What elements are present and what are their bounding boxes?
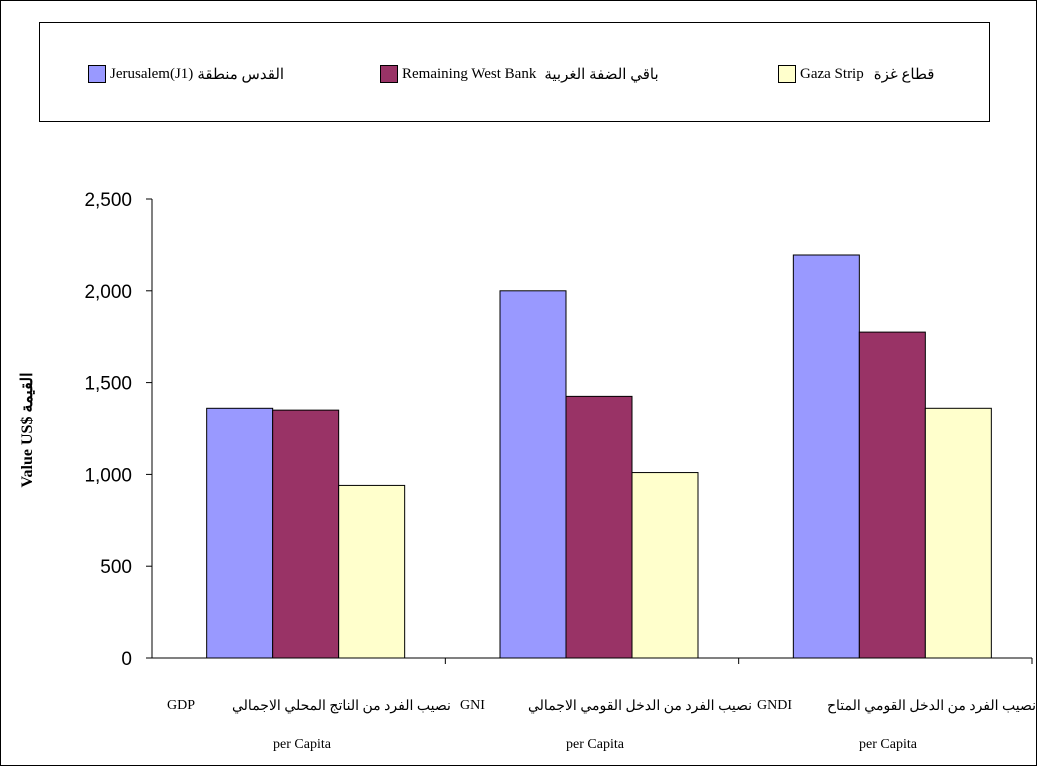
legend-label-west-bank-en: Remaining West Bank	[402, 65, 537, 82]
bar-gndi-series-2	[924, 407, 992, 659]
category-arabic-gndi: نصيب الفرد من الدخل القومي المتاح	[827, 699, 1037, 714]
legend-item-jerusalem: Jerusalem(J1) القدس منطقة	[88, 63, 284, 85]
bar-gdp-series-0	[206, 407, 274, 659]
category-arabic-gdp: نصيب الفرد من الناتج المحلي الاجمالي	[232, 699, 451, 714]
legend-label-jerusalem-en: Jerusalem(J1)	[110, 65, 194, 82]
bar-gndi-series-0	[792, 254, 860, 659]
legend-swatch-gaza	[778, 65, 796, 83]
y-tick-label-2500: 2,500	[84, 190, 132, 211]
y-axis-label: Value US$ القيمة	[19, 372, 36, 488]
y-tick-label-1500: 1,500	[84, 374, 132, 395]
legend-label-gaza-ar: قطاع غزة	[873, 66, 935, 83]
category-sub-gni: per Capita	[566, 737, 624, 752]
category-code-gndi: GNDI	[757, 698, 792, 713]
legend-label-gaza-en: Gaza Strip	[800, 65, 864, 82]
legend: Jerusalem(J1) القدس منطقة Remaining West…	[39, 22, 990, 122]
category-code-gni: GNI	[460, 698, 485, 713]
y-tick-label-0: 0	[121, 649, 132, 670]
y-tick-label-2000: 2,000	[84, 282, 132, 303]
bar-gdp-series-2	[338, 484, 406, 659]
legend-item-west-bank: Remaining West Bank باقي الضفة الغربية	[380, 63, 659, 85]
bar-gdp-series-1	[272, 409, 340, 659]
bar-gni-series-0	[499, 290, 567, 659]
category-arabic-gni: نصيب الفرد من الدخل القومي الاجمالي	[528, 699, 753, 714]
legend-label-west-bank-ar: باقي الضفة الغربية	[544, 66, 659, 83]
legend-swatch-jerusalem	[88, 65, 106, 83]
y-tick-label-500: 500	[100, 557, 132, 578]
bar-gni-series-2	[631, 472, 699, 659]
bar-gndi-series-1	[858, 331, 926, 659]
y-tick-label-1000: 1,000	[84, 465, 132, 486]
category-code-gdp: GDP	[167, 698, 196, 713]
bar-gni-series-1	[565, 395, 633, 659]
legend-item-gaza: Gaza Strip قطاع غزة	[778, 63, 934, 85]
category-sub-gndi: per Capita	[859, 737, 917, 752]
category-sub-gdp: per Capita	[273, 737, 331, 752]
legend-label-jerusalem-ar: القدس منطقة	[197, 66, 285, 83]
legend-swatch-west-bank	[380, 65, 398, 83]
